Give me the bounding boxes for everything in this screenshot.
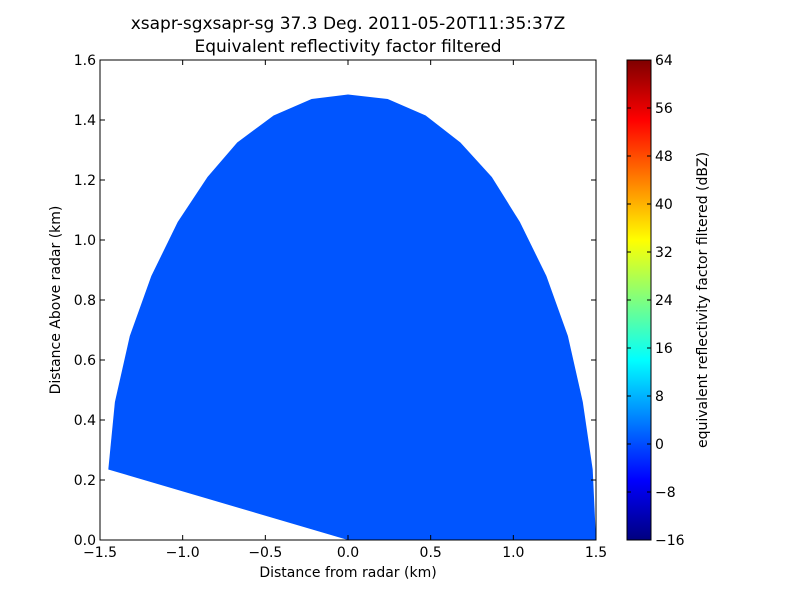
y-tick-label: 1.4 xyxy=(74,113,96,129)
y-axis: 0.0 0.2 0.4 0.6 0.8 1.0 1.2 1.4 1.6 xyxy=(74,53,596,549)
x-tick-label: −1.0 xyxy=(166,545,200,561)
x-tick-label: −1.5 xyxy=(83,545,117,561)
colorbar-label: equivalent reflectivity factor filtered … xyxy=(695,152,711,448)
colorbar-tick-label: 56 xyxy=(655,101,673,117)
colorbar-tick-label: 8 xyxy=(655,389,664,405)
colorbar-tick-label: 48 xyxy=(655,149,673,165)
colorbar-ticks: −16 −8 0 8 16 24 32 40 48 56 64 xyxy=(627,53,685,549)
colorbar-tick-label: −8 xyxy=(655,485,676,501)
x-tick-label: 1.5 xyxy=(585,545,607,561)
y-tick-label: 0.4 xyxy=(74,413,96,429)
chart-title: xsapr-sgxsapr-sg 37.3 Deg. 2011-05-20T11… xyxy=(131,14,566,34)
y-tick-label: 0.2 xyxy=(74,473,96,489)
reflectivity-region xyxy=(108,94,597,540)
y-tick-label: 1.6 xyxy=(74,53,96,69)
x-tick-label: −0.5 xyxy=(248,545,282,561)
y-tick-label: 0.8 xyxy=(74,293,96,309)
colorbar-tick-label: 64 xyxy=(655,53,673,69)
colorbar-tick-label: −16 xyxy=(655,533,685,549)
x-tick-label: 1.0 xyxy=(502,545,524,561)
colorbar-tick-label: 40 xyxy=(655,197,673,213)
x-tick-label: 0.0 xyxy=(337,545,359,561)
x-axis-label: Distance from radar (km) xyxy=(259,565,436,581)
colorbar-tick-label: 0 xyxy=(655,437,664,453)
x-tick-label: 0.5 xyxy=(420,545,442,561)
y-axis-label: Distance Above radar (km) xyxy=(48,206,64,395)
y-tick-label: 1.0 xyxy=(74,233,96,249)
colorbar-tick-label: 16 xyxy=(655,341,673,357)
chart-subtitle: Equivalent reflectivity factor filtered xyxy=(194,37,501,57)
y-tick-label: 0.6 xyxy=(74,353,96,369)
y-tick-label: 0.0 xyxy=(74,533,96,549)
y-tick-label: 1.2 xyxy=(74,173,96,189)
x-axis: −1.5 −1.0 −0.5 0.0 0.5 1.0 1.5 xyxy=(83,60,607,561)
colorbar-tick-label: 24 xyxy=(655,293,673,309)
colorbar-tick-label: 32 xyxy=(655,245,673,261)
plot-area xyxy=(108,94,597,540)
